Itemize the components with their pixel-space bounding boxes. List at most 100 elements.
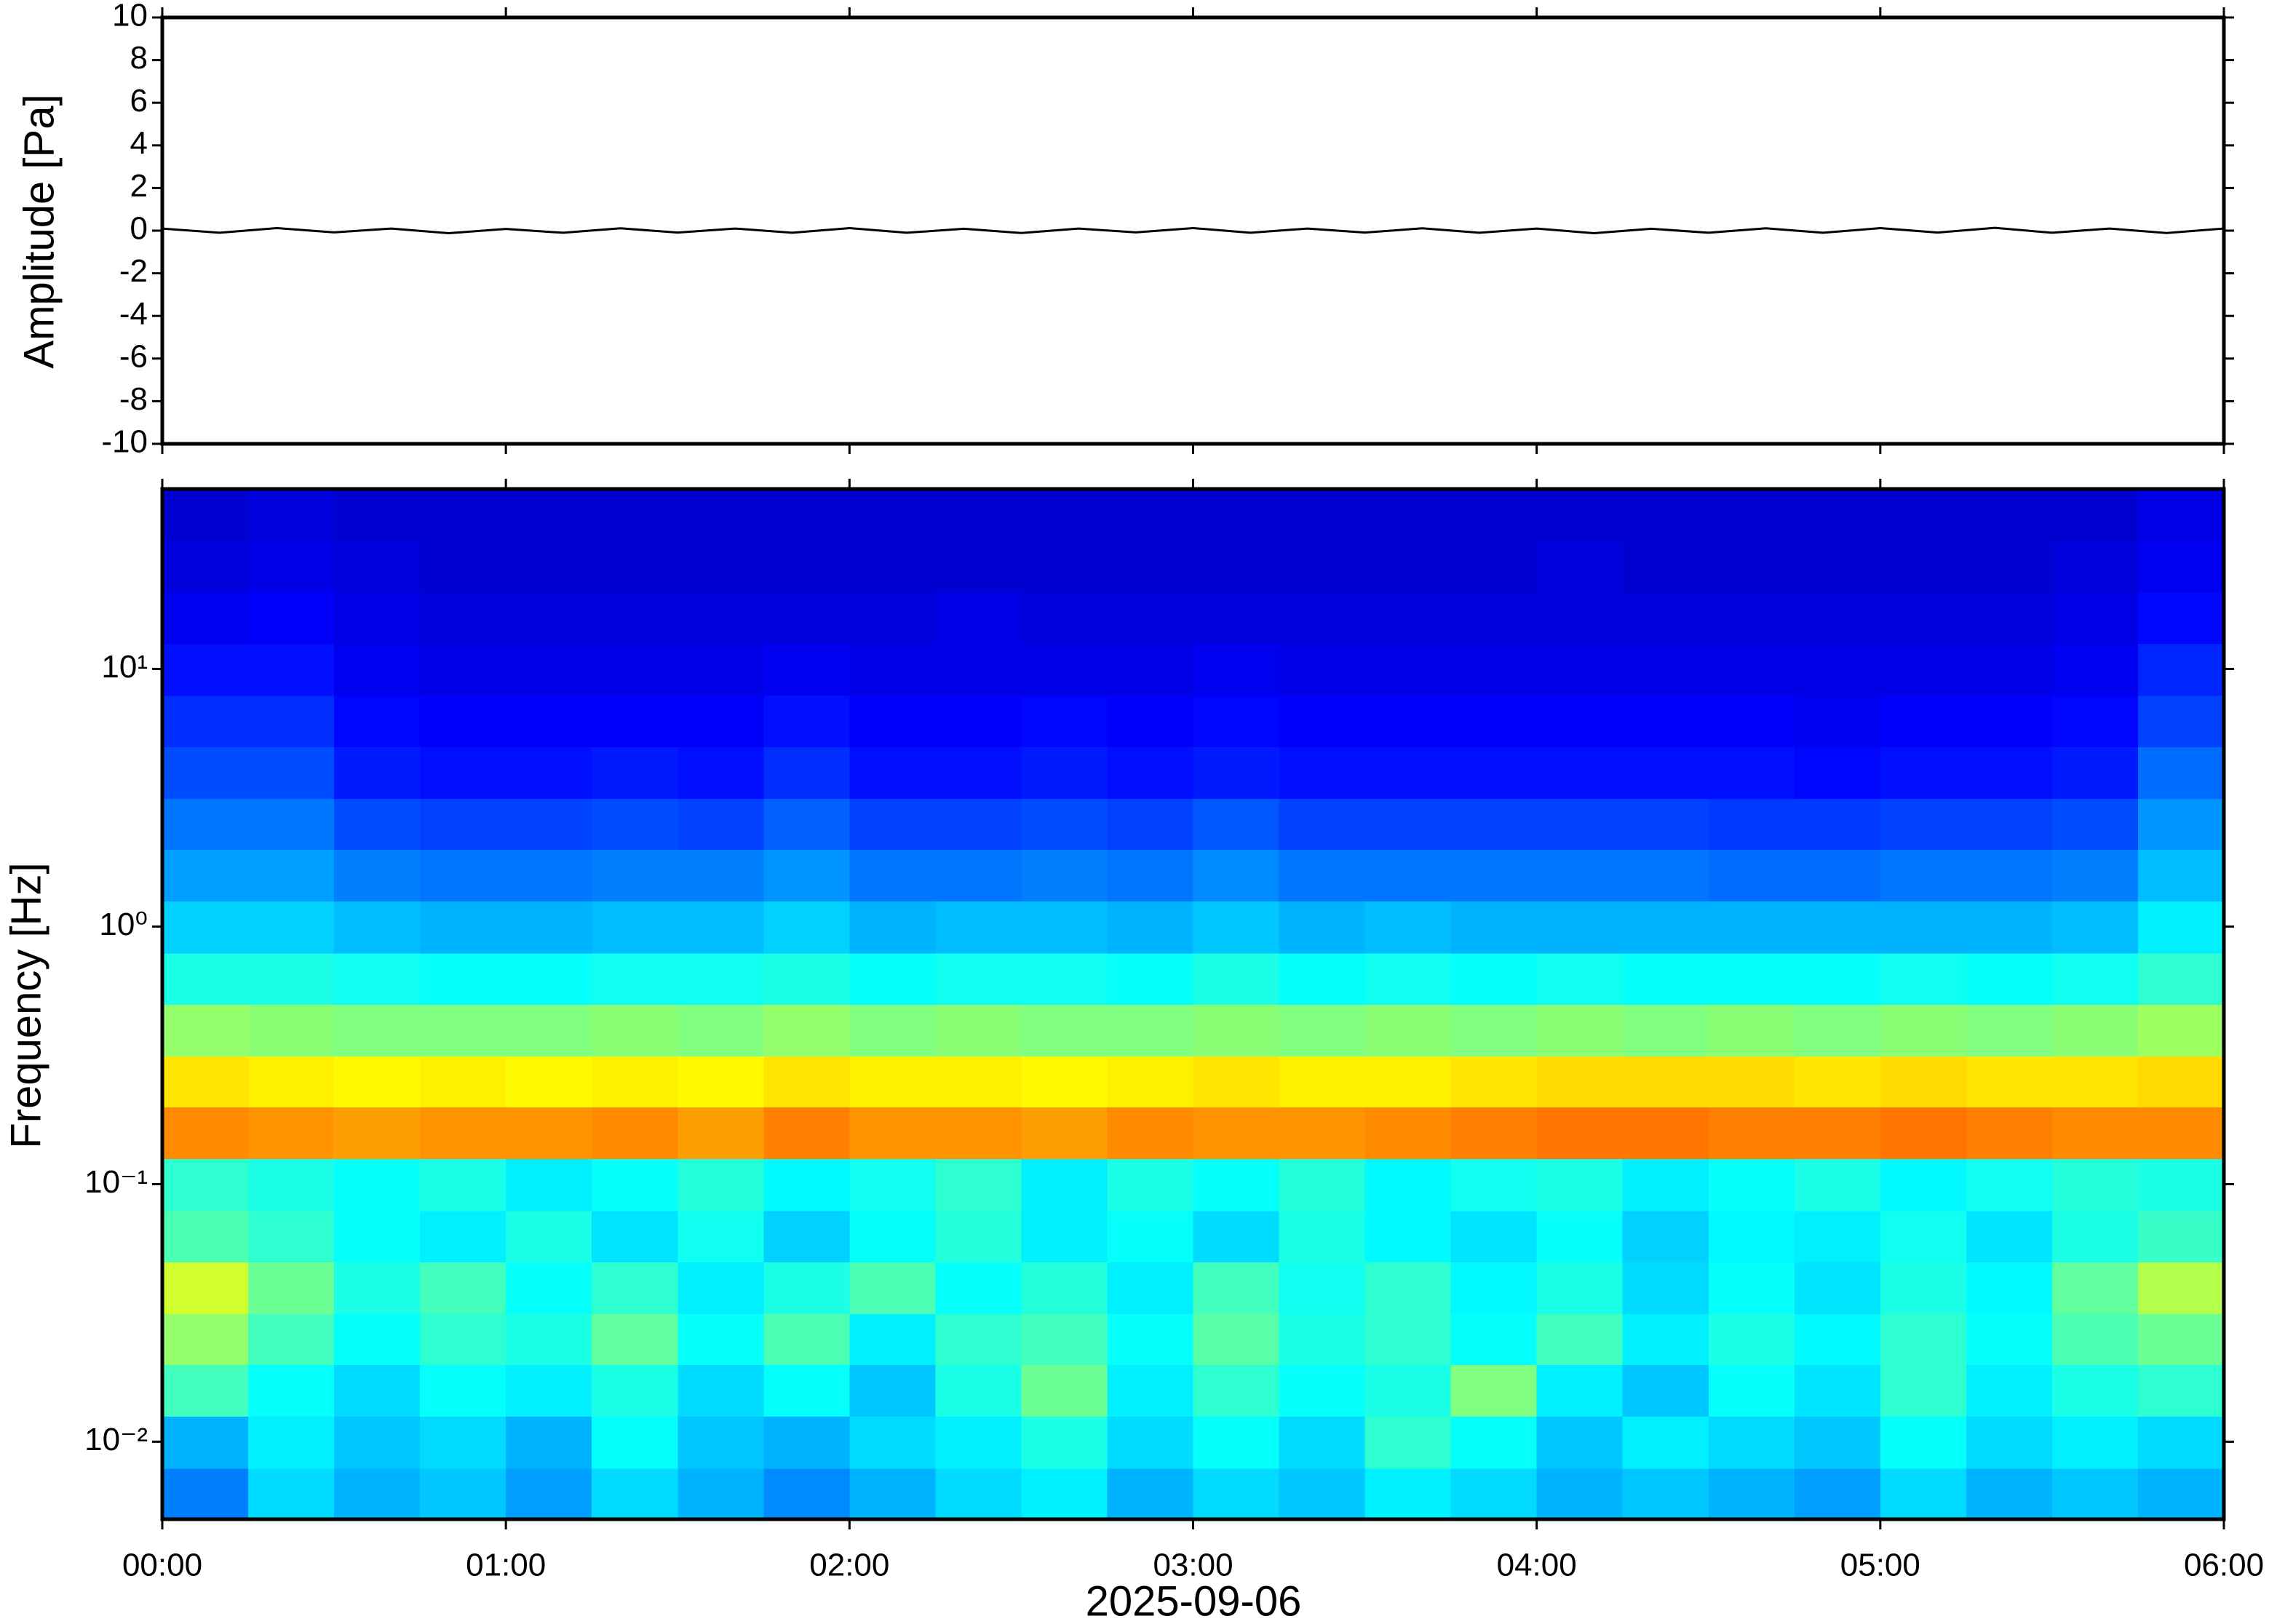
- spectrogram-cell: [1622, 1158, 1709, 1211]
- spectrogram-cell: [1193, 1106, 1280, 1159]
- spectrogram-cell: [1622, 798, 1709, 850]
- spectrogram-cell: [1794, 747, 1881, 800]
- spectrogram-cell: [1880, 1415, 1967, 1469]
- spectrogram-cell: [248, 900, 335, 954]
- spectrogram-cell: [2051, 695, 2139, 747]
- spectrogram-cell: [1622, 1056, 1709, 1107]
- spectrogram-cell: [1966, 747, 2053, 800]
- spectrogram-cell: [1450, 1364, 1538, 1417]
- spectrogram-cell: [248, 1158, 335, 1211]
- spectrogram-cell: [763, 642, 851, 696]
- spectrogram-cell: [1364, 798, 1452, 850]
- spectrogram-cell: [1021, 1210, 1108, 1262]
- spectrogram-cell: [334, 1106, 421, 1159]
- spectrogram-cell: [1107, 848, 1194, 901]
- spectrogram-cell: [2137, 541, 2225, 592]
- spectrogram-cell: [1536, 541, 1624, 592]
- spectrogram-cell: [1364, 952, 1452, 1005]
- spectrogram-cell: [1021, 952, 1108, 1005]
- spectrogram-cell: [162, 900, 250, 954]
- spectrogram-cell: [1450, 1004, 1538, 1057]
- spectrogram-cell: [1279, 1468, 1366, 1520]
- spectrogram-cell: [506, 1210, 593, 1262]
- spectrogram-cell: [1794, 1262, 1881, 1315]
- spectrogram-cell: [935, 642, 1022, 696]
- spectrogram-cell: [1966, 1210, 2053, 1262]
- spectrogram-cell: [677, 591, 765, 644]
- spectrogram-cell: [849, 1004, 937, 1057]
- spectrogram-cell: [1364, 1210, 1452, 1262]
- spectrogram-cell: [935, 1313, 1022, 1365]
- spectrogram-cell: [1966, 1415, 2053, 1469]
- spectrogram-cell: [162, 1313, 250, 1365]
- spectrogram-cell: [1794, 1313, 1881, 1365]
- spectrogram-cell: [1880, 591, 1967, 644]
- spectrogram-cell: [2051, 1262, 2139, 1315]
- spectrogram-cell: [506, 489, 593, 542]
- spectrogram-cell: [506, 541, 593, 592]
- spectrogram-cell: [1880, 900, 1967, 954]
- spectrogram-cell: [1536, 1364, 1624, 1417]
- spectrogram-cell: [1708, 591, 1795, 644]
- spectrogram-cell: [1708, 1468, 1795, 1520]
- spectrogram-cell: [1450, 489, 1538, 542]
- spectrogram-cell: [1021, 489, 1108, 542]
- spectrogram-cell: [592, 900, 679, 954]
- y-tick-label: -2: [119, 253, 148, 289]
- spectrogram-cell: [248, 952, 335, 1005]
- spectrogram-cell: [1536, 1210, 1624, 1262]
- spectrogram-cell: [1450, 1106, 1538, 1159]
- spectrogram-cell: [1107, 952, 1194, 1005]
- spectrogram-cell: [1966, 642, 2053, 696]
- spectrogram-cell: [592, 952, 679, 1005]
- spectrogram-cell: [1021, 747, 1108, 800]
- spectrogram-cell: [334, 1313, 421, 1365]
- spectrogram-cell: [1279, 1210, 1366, 1262]
- spectrogram-cell: [420, 541, 507, 592]
- spectrogram-cell: [1794, 541, 1881, 592]
- spectrogram-cell: [677, 489, 765, 542]
- spectrogram-cell: [592, 1158, 679, 1211]
- spectrogram-cell: [1536, 1004, 1624, 1057]
- spectrogram-cell: [592, 1415, 679, 1469]
- spectrogram-cell: [420, 695, 507, 747]
- spectrogram-cell: [334, 1158, 421, 1211]
- spectrogram-cell: [677, 1004, 765, 1057]
- spectrogram-cell: [1880, 1468, 1967, 1520]
- spectrogram-cell: [420, 848, 507, 901]
- y-tick-label: -4: [119, 296, 148, 332]
- spectrogram-cell: [1966, 695, 2053, 747]
- spectrogram-cell: [1966, 1004, 2053, 1057]
- spectrogram-cell: [2137, 489, 2225, 542]
- spectrogram-cell: [1021, 591, 1108, 644]
- spectrogram-cell: [592, 1468, 679, 1520]
- spectrogram-cell: [1966, 952, 2053, 1005]
- spectrogram-cell: [1279, 1004, 1366, 1057]
- spectrogram-cell: [1708, 642, 1795, 696]
- spectrogram-cell: [1364, 1158, 1452, 1211]
- spectrogram-cell: [1450, 1468, 1538, 1520]
- spectrogram-cell: [162, 1468, 250, 1520]
- spectrogram-cell: [2051, 848, 2139, 901]
- spectrogram-cell: [1021, 1158, 1108, 1211]
- spectrogram-cell: [592, 1313, 679, 1365]
- spectrogram-cell: [1021, 1468, 1108, 1520]
- spectrogram-cell: [1364, 848, 1452, 901]
- spectrogram-cell: [1622, 695, 1709, 747]
- spectrogram-cell: [1107, 1210, 1194, 1262]
- spectrogram-cell: [677, 642, 765, 696]
- spectrogram-cell: [2051, 1313, 2139, 1365]
- spectrogram-cell: [1279, 1106, 1366, 1159]
- spectrogram-cell: [1193, 1468, 1280, 1520]
- spectrogram-cell: [2051, 1004, 2139, 1057]
- spectrogram-cell: [763, 1106, 851, 1159]
- spectrogram-cell: [1536, 695, 1624, 747]
- spectrogram-cell: [1966, 489, 2053, 542]
- spectrogram-cell: [1880, 1106, 1967, 1159]
- spectrogram-cell: [420, 489, 507, 542]
- spectrogram-cell: [935, 1004, 1022, 1057]
- spectrogram-cell: [1193, 798, 1280, 850]
- spectrogram-cell: [2051, 1158, 2139, 1211]
- spectrogram-cell: [1279, 1364, 1366, 1417]
